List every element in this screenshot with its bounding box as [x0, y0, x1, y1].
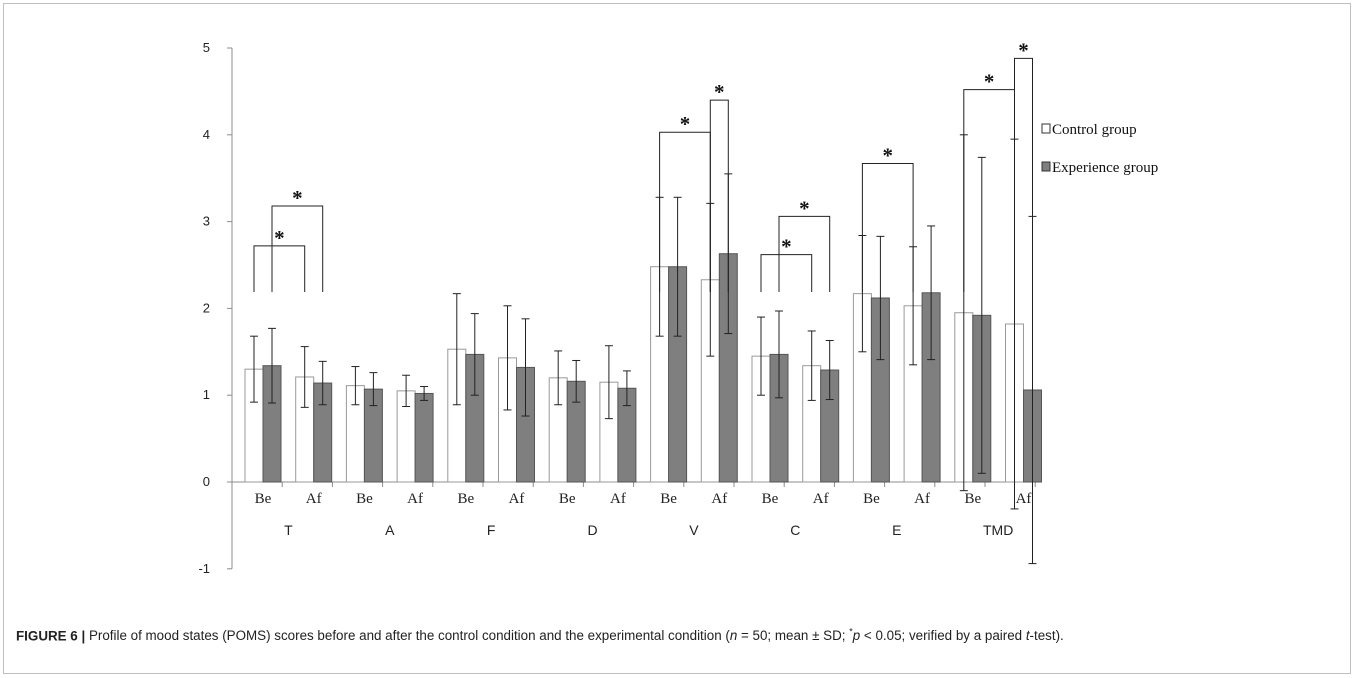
significance-star: *: [714, 80, 725, 104]
group-label: D: [587, 522, 597, 538]
significance-bracket: [861, 162, 914, 292]
significance-bracket: [778, 215, 831, 292]
significance-bracket: [253, 245, 306, 292]
x-tick-label: Be: [356, 491, 373, 507]
significance-bracket: [760, 254, 813, 292]
caption-segment: < 0.05; verified by a paired: [860, 628, 1026, 644]
caption-segment: = 50; mean ± SD;: [737, 628, 850, 644]
x-tick-label: Af: [1016, 491, 1032, 507]
significance-star: *: [680, 112, 691, 136]
y-tick-label: 0: [203, 474, 210, 489]
legend-swatch-control: [1041, 123, 1051, 134]
group-label: C: [790, 522, 800, 538]
caption-segment: p: [852, 628, 861, 644]
significance-bracket: [963, 89, 1015, 292]
group-label: A: [385, 522, 395, 538]
x-tick-label: Af: [407, 491, 423, 507]
bar-chart: -1 0 1 2 3 4 5 Be Af Be Af Be Af Be Af Be Af Be Af Be Af Be Af…: [198, 38, 1158, 576]
x-tick-label: Af: [509, 491, 525, 507]
legend-swatch-experience: [1041, 161, 1051, 172]
y-tick-label: 2: [203, 300, 210, 315]
x-tick-label: Be: [660, 491, 677, 507]
legend-label-control: Control group: [1052, 122, 1137, 138]
caption-segment: t: [1025, 628, 1030, 644]
group-label: E: [892, 522, 901, 538]
x-tick-label: Be: [559, 491, 576, 507]
group-label: F: [487, 522, 496, 538]
caption-segment: -test).: [1029, 628, 1064, 644]
figure-caption: FIGURE 6 | Profile of mood states (POMS)…: [16, 622, 1336, 646]
significance-star: *: [883, 143, 894, 167]
figure-label: FIGURE 6 |: [16, 628, 86, 644]
x-tick-label: Be: [863, 491, 880, 507]
group-label: T: [284, 522, 293, 538]
x-tick-label: Be: [964, 491, 981, 507]
x-tick-label: Af: [610, 491, 626, 507]
x-tick-label: Be: [457, 491, 474, 507]
experience-bar: [414, 392, 434, 483]
x-tick-label: Af: [306, 491, 322, 507]
significance-bracket: [709, 99, 729, 292]
caption-segment: Profile of mood states (POMS) scores bef…: [88, 628, 730, 644]
significance-star: *: [292, 186, 303, 210]
caption-segment: n: [729, 628, 738, 644]
group-label: TMD: [983, 522, 1013, 538]
significance-bracket: [1014, 57, 1033, 292]
x-tick-label: Be: [255, 491, 272, 507]
caption-segment: *: [849, 627, 853, 637]
significance-star: *: [1018, 38, 1029, 62]
y-tick-label: 5: [203, 40, 210, 55]
group-label: V: [689, 522, 699, 538]
significance-star: *: [781, 235, 792, 259]
x-tick-label: Af: [914, 491, 930, 507]
significance-bracket: [271, 205, 324, 292]
caption-text: Profile of mood states (POMS) scores bef…: [88, 627, 1064, 644]
x-tick-label: Af: [711, 491, 727, 507]
significance-star: *: [274, 226, 285, 250]
y-tick-label: 4: [203, 127, 210, 142]
y-tick-label: 1: [203, 387, 210, 402]
significance-star: *: [984, 70, 995, 94]
x-tick-label: Af: [813, 491, 829, 507]
legend-label-experience: Experience group: [1052, 160, 1158, 176]
y-tick-label: -1: [198, 561, 210, 576]
y-tick-label: 3: [203, 214, 210, 229]
x-tick-label: Be: [762, 491, 779, 507]
significance-star: *: [799, 196, 810, 220]
